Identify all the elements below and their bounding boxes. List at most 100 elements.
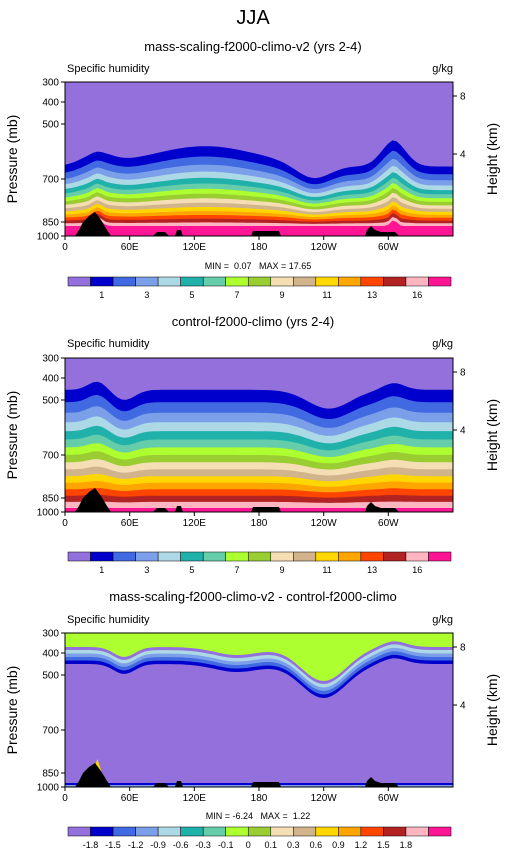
y-tick-label: 500 — [42, 396, 59, 407]
topography-mask — [175, 230, 183, 236]
colorbar-cell — [112, 551, 136, 562]
colorbar-cell — [67, 276, 91, 287]
x-tick-label: 60W — [378, 242, 399, 253]
panel-3: mass-scaling-f2000-climo-v2 - control-f2… — [4, 589, 500, 850]
y2-tick-label: 4 — [460, 150, 466, 161]
colorbar-cell — [428, 826, 452, 837]
y-tick-label: 300 — [42, 78, 59, 89]
colorbar-cell — [67, 551, 91, 562]
panel-3-units: g/kg — [432, 614, 453, 626]
y-tick-label: 1000 — [37, 232, 60, 243]
panel-2-variable: Specific humidity — [67, 338, 150, 350]
panel-2-units: g/kg — [432, 338, 453, 350]
colorbar-cell — [247, 551, 272, 562]
panel-2-y-axis: 300 400 500 700 850 1000 — [37, 354, 65, 519]
panel-2-x-axis: 0 60E 120E 180 120W 60W — [62, 512, 399, 529]
y-tick-label: 400 — [42, 649, 59, 660]
panel-1-colorbar-cells — [67, 276, 452, 287]
colorbar-label: 1 — [99, 290, 104, 300]
y2-tick-label: 8 — [460, 92, 466, 103]
colorbar-label: 13 — [367, 290, 377, 300]
topography-mask — [175, 781, 183, 787]
x-tick-label: 120W — [311, 793, 338, 804]
panel-3-contour-fills — [65, 633, 453, 787]
colorbar-cell — [360, 276, 384, 287]
panel-2-y2label: Height (km) — [484, 399, 500, 471]
panel-3-ylabel: Pressure (mb) — [4, 666, 20, 755]
panel-1-y-axis: 300 400 500 700 850 1000 — [37, 78, 65, 243]
panel-3-y2-axis: 84 — [453, 643, 466, 712]
colorbar-cell — [315, 276, 339, 287]
colorbar-cell — [270, 551, 294, 562]
topography-mask — [75, 763, 111, 787]
colorbar-label: 9 — [280, 290, 285, 300]
colorbar-cell — [293, 826, 317, 837]
topography-mask — [175, 506, 183, 512]
x-tick-label: 180 — [251, 793, 268, 804]
x-tick-label: 120W — [311, 242, 338, 253]
panel-2-colorbar-labels: 1 3 5 7 9 11 13 16 — [99, 565, 422, 575]
panel-2-title: control-f2000-climo (yrs 2-4) — [172, 314, 335, 329]
panel-3-colorbar-cells — [67, 826, 452, 837]
topography-mask — [153, 232, 169, 236]
x-tick-label: 60W — [378, 793, 399, 804]
colorbar-label: 9 — [280, 565, 285, 575]
panel-1-title: mass-scaling-f2000-climo-v2 (yrs 2-4) — [144, 39, 361, 54]
colorbar-label: 3 — [144, 565, 149, 575]
colorbar-cell — [135, 276, 159, 287]
colorbar-cell — [247, 826, 272, 837]
y-tick-label: 400 — [42, 98, 59, 109]
y2-tick-label: 8 — [460, 368, 466, 379]
contour-band — [65, 661, 453, 787]
colorbar-label: 7 — [234, 565, 239, 575]
colorbar-cell — [247, 276, 272, 287]
colorbar-cell — [112, 276, 136, 287]
colorbar-label: 11 — [322, 290, 331, 300]
panel-1-y2label: Height (km) — [484, 123, 500, 195]
y-tick-label: 300 — [42, 629, 59, 640]
x-tick-label: 60E — [121, 518, 139, 529]
colorbar-cell — [180, 826, 204, 837]
figure-title: JJA — [236, 7, 270, 29]
colorbar-cell — [315, 551, 339, 562]
colorbar-cell — [90, 551, 114, 562]
panel-1-land-mask — [75, 212, 399, 236]
panel-1-plot: 0 60E 120E 180 120W 60W 300 400 500 700 850 1000 8… — [37, 78, 466, 254]
panel-3-variable: Specific humidity — [67, 614, 150, 626]
colorbar-label: 5 — [189, 565, 194, 575]
colorbar-cell — [338, 826, 362, 837]
panel-1-y2-axis: 84 — [453, 92, 466, 161]
y2-tick-label: 8 — [460, 643, 466, 654]
colorbar-cell — [202, 276, 226, 287]
colorbar-label: -0.6 — [173, 840, 189, 850]
colorbar-cell — [157, 276, 181, 287]
x-tick-label: 180 — [251, 242, 268, 253]
y-tick-label: 850 — [42, 218, 59, 229]
topography-mask — [75, 488, 111, 512]
colorbar-label: 1 — [99, 565, 104, 575]
colorbar-cell — [293, 551, 317, 562]
panel-3-y-axis: 300 400 500 700 850 1000 — [37, 629, 65, 794]
colorbar-label: 13 — [367, 565, 377, 575]
colorbar-label: -0.1 — [218, 840, 234, 850]
x-tick-label: 0 — [62, 518, 68, 529]
topography-mask — [153, 783, 169, 787]
panel-3-y2label: Height (km) — [484, 674, 500, 746]
topography-mask — [365, 777, 399, 787]
y-tick-label: 400 — [42, 374, 59, 385]
colorbar-label: 0.6 — [310, 840, 323, 850]
panel-3-title: mass-scaling-f2000-climo-v2 - control-f2… — [109, 589, 397, 604]
colorbar-label: 5 — [189, 290, 194, 300]
topography-mask — [251, 507, 281, 512]
x-tick-label: 180 — [251, 518, 268, 529]
panel-2-y2-axis: 84 — [453, 368, 466, 437]
panel-1-x-axis: 0 60E 120E 180 120W 60W — [62, 236, 399, 253]
panel-3-land-mask — [75, 763, 399, 787]
colorbar-cell — [157, 826, 181, 837]
colorbar-cell — [428, 551, 452, 562]
panel-2-colorbar: 1 3 5 7 9 11 13 16 — [67, 551, 452, 575]
colorbar-cell — [338, 551, 362, 562]
colorbar-cell — [405, 276, 429, 287]
colorbar-cell — [360, 551, 384, 562]
